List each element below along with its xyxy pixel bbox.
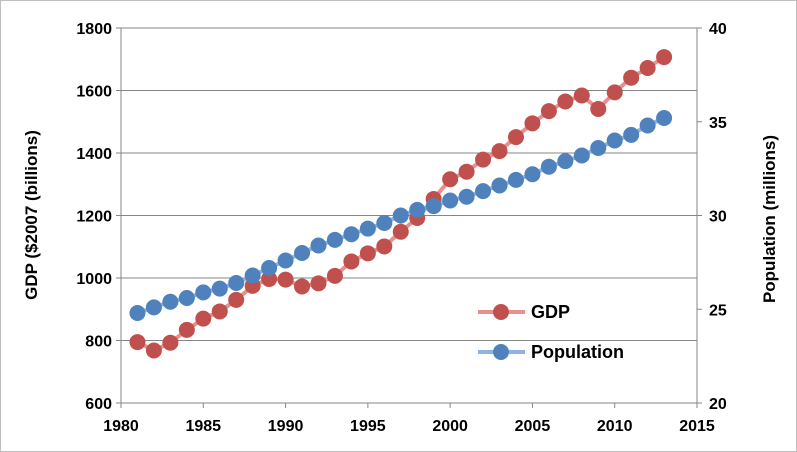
data-point-gdp	[211, 303, 228, 320]
data-point-population	[425, 198, 442, 215]
x-tick-label: 2005	[515, 418, 551, 435]
x-tick-label: 2000	[432, 418, 468, 435]
data-point-gdp	[326, 267, 343, 284]
x-tick-label: 1990	[268, 418, 304, 435]
data-point-population	[178, 290, 195, 306]
data-point-gdp	[195, 310, 212, 327]
data-point-population	[656, 110, 673, 126]
y-axis-title: GDP ($2007 (billions)	[22, 130, 41, 300]
y2-tick-label: 25	[709, 302, 727, 319]
data-point-population	[606, 132, 623, 149]
series-population	[129, 110, 673, 321]
y2-tick-label: 20	[709, 396, 727, 413]
tick-labels: 600 800 1000 1200 1400 1600 1800 20 25 30 35 40 1980…	[76, 21, 726, 435]
data-point-population	[524, 166, 541, 183]
data-point-population	[277, 252, 294, 269]
data-point-population	[359, 220, 376, 237]
y2-axis-title: Population (millions)	[760, 135, 779, 303]
data-point-population	[639, 117, 656, 134]
y-tick-label: 1000	[76, 271, 112, 288]
x-tick-label: 1995	[350, 418, 386, 435]
data-point-gdp	[507, 129, 524, 146]
data-point-population	[623, 126, 640, 143]
data-point-population	[195, 284, 212, 301]
data-point-gdp	[277, 271, 294, 288]
data-point-gdp	[145, 342, 162, 359]
legend-marker-population	[493, 344, 509, 360]
data-point-gdp	[261, 270, 278, 287]
data-point-gdp	[392, 223, 409, 240]
axis-ticks	[116, 27, 702, 408]
data-point-gdp	[639, 60, 656, 76]
data-point-gdp	[573, 87, 590, 104]
data-point-gdp	[294, 278, 311, 295]
y-tick-label: 1600	[76, 84, 112, 101]
y-tick-label: 600	[85, 396, 112, 413]
x-tick-label: 2015	[679, 418, 715, 435]
data-point-population	[557, 153, 574, 170]
data-point-population	[129, 305, 146, 321]
data-point-gdp	[491, 143, 508, 160]
data-point-gdp	[557, 93, 574, 110]
data-point-gdp	[590, 100, 607, 117]
data-point-population	[376, 215, 393, 231]
data-point-population	[228, 275, 245, 291]
data-point-population	[310, 237, 327, 254]
data-point-population	[507, 171, 524, 188]
y2-tick-label: 40	[709, 21, 727, 38]
y2-tick-label: 35	[709, 115, 727, 132]
data-point-population	[458, 188, 475, 205]
data-point-gdp	[129, 334, 146, 351]
data-point-population	[211, 280, 228, 297]
data-point-population	[409, 201, 426, 218]
data-point-population	[475, 183, 492, 200]
legend-marker-gdp	[493, 304, 509, 320]
data-point-population	[326, 231, 343, 248]
y-tick-label: 1400	[76, 146, 112, 163]
data-point-gdp	[343, 253, 360, 270]
x-tick-label: 2010	[597, 418, 633, 435]
y-tick-label: 1800	[76, 21, 112, 38]
y-tick-label: 800	[85, 334, 112, 351]
series-layer	[129, 49, 673, 359]
data-point-population	[442, 192, 459, 209]
data-point-gdp	[442, 171, 459, 188]
data-point-population	[244, 267, 261, 284]
data-point-population	[540, 158, 557, 175]
data-point-gdp	[228, 291, 245, 308]
data-point-gdp	[458, 163, 475, 180]
data-point-gdp	[540, 103, 557, 120]
y-tick-label: 1200	[76, 209, 112, 226]
data-point-gdp	[376, 238, 393, 255]
data-point-population	[343, 226, 360, 243]
data-point-gdp	[475, 151, 492, 168]
series-gdp	[129, 49, 673, 359]
data-point-population	[573, 147, 590, 164]
legend: GDP Population	[478, 302, 624, 362]
data-point-population	[162, 293, 179, 310]
y2-tick-label: 30	[709, 209, 727, 226]
grid-lines	[121, 90, 697, 341]
legend-label-population: Population	[531, 342, 624, 362]
data-point-gdp	[623, 69, 640, 86]
legend-label-gdp: GDP	[531, 302, 570, 322]
data-point-population	[145, 299, 162, 316]
data-point-gdp	[359, 245, 376, 262]
data-point-population	[491, 177, 508, 194]
data-point-gdp	[606, 84, 623, 101]
data-point-gdp	[656, 49, 673, 66]
data-point-population	[294, 245, 311, 261]
data-point-gdp	[310, 275, 327, 292]
data-point-population	[261, 260, 278, 276]
data-point-population	[590, 140, 607, 156]
x-tick-label: 1985	[185, 418, 221, 435]
x-tick-label: 1980	[103, 418, 139, 435]
data-point-gdp	[524, 115, 541, 132]
data-point-gdp	[178, 321, 195, 338]
data-point-population	[392, 207, 409, 224]
data-point-gdp	[162, 334, 179, 351]
